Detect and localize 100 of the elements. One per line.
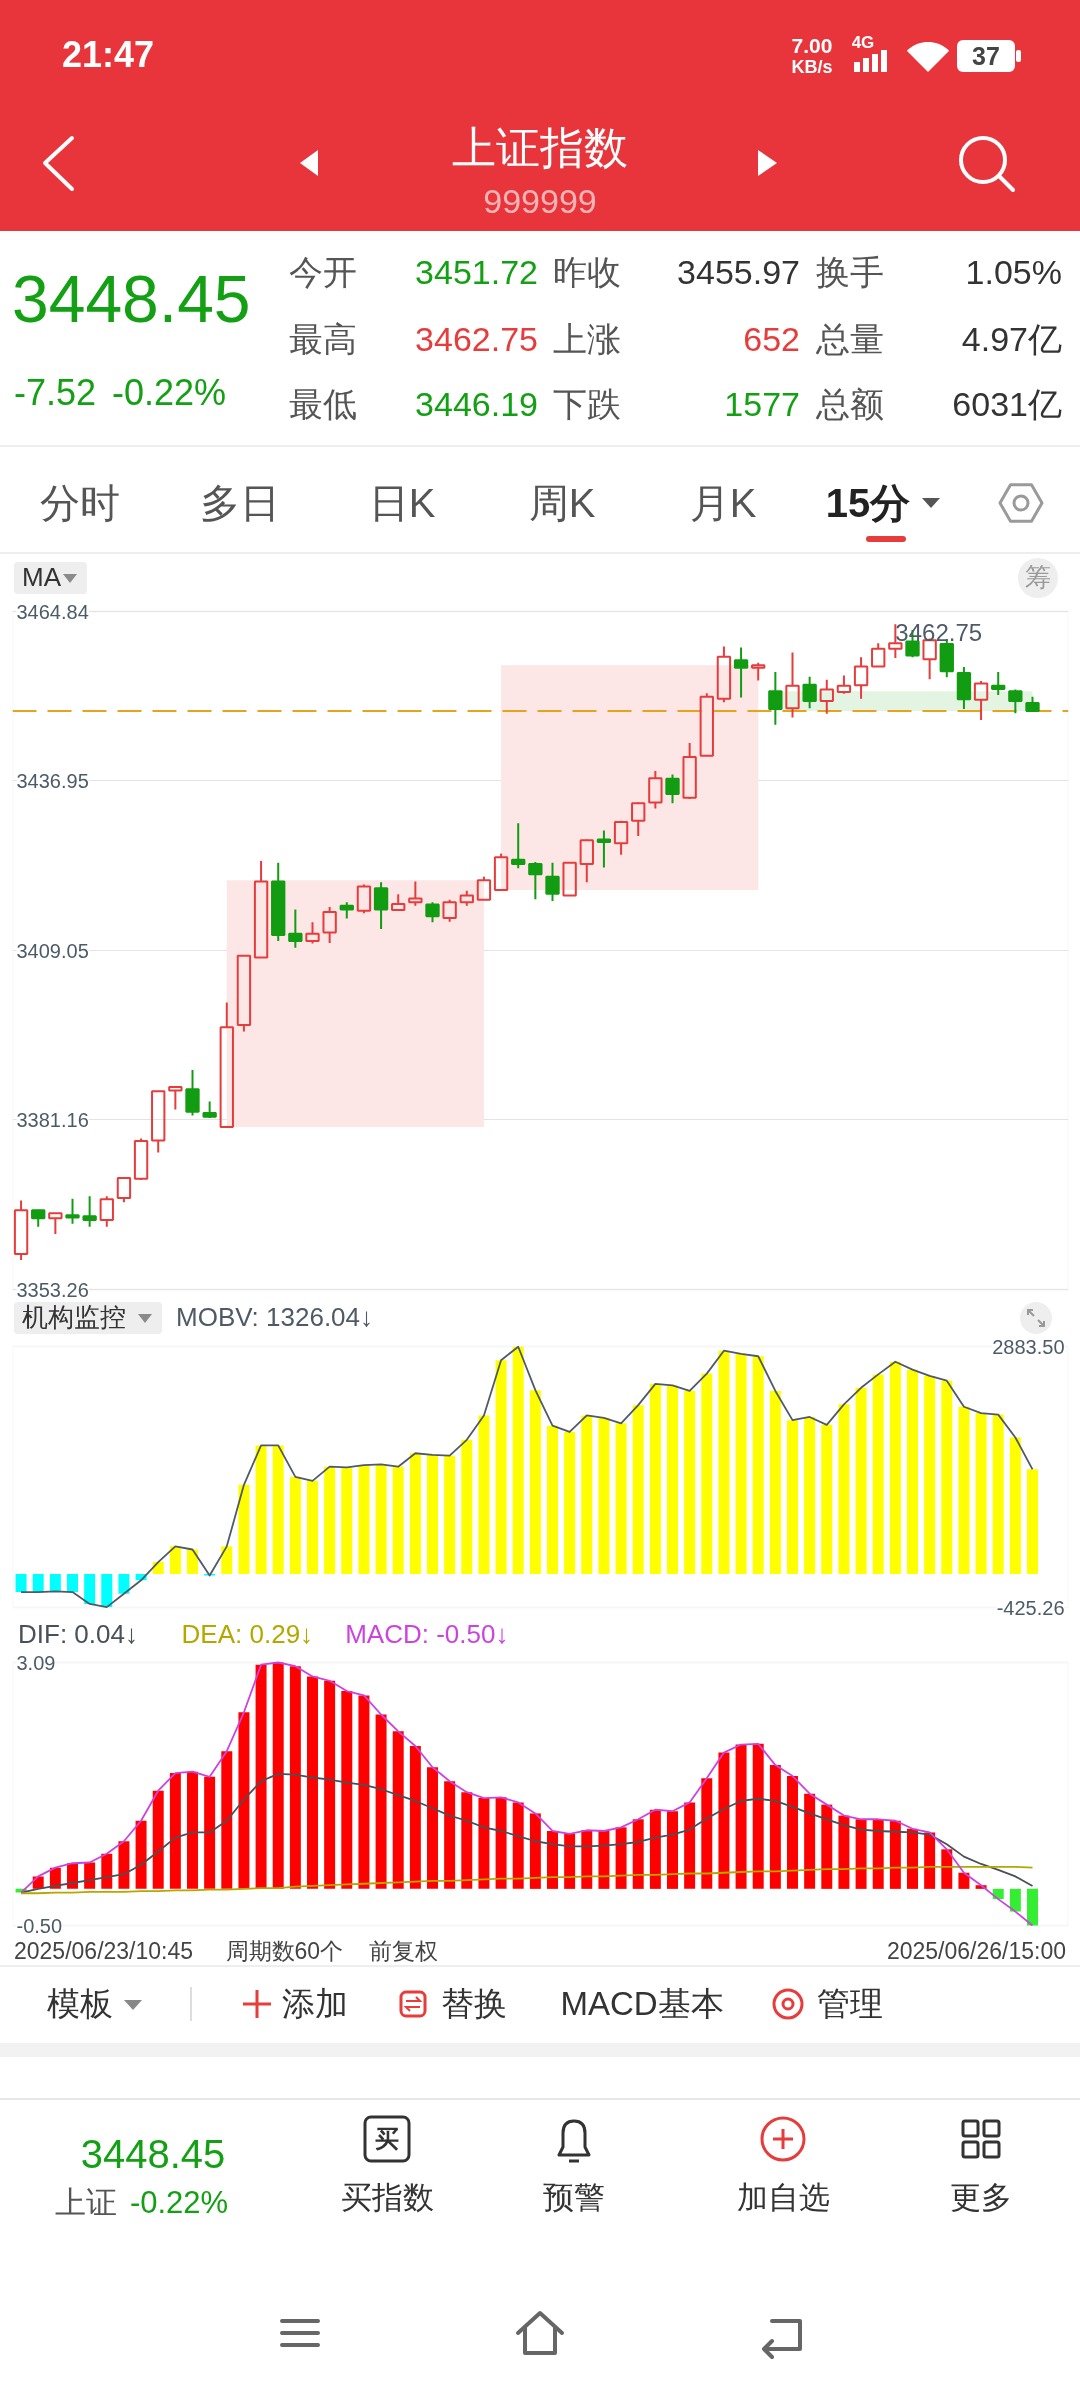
text: 买 [375,2125,399,2153]
text: 2025/06/26/15:00 [886,1937,1066,1965]
bar [529,1390,541,1574]
text: 37 [972,41,1000,71]
candlestick [973,680,989,721]
text: 652 [743,320,800,360]
y-tick-label: -0.50 [16,1914,63,1937]
candlestick [219,1001,234,1129]
bar [855,1819,867,1889]
text: 日K [368,480,436,526]
text: 2025/06/23/10:45 [14,1937,194,1965]
candlestick [528,861,543,901]
bar [649,1383,661,1574]
bar [821,1424,833,1574]
bar [152,1562,164,1574]
bar [495,1360,507,1574]
bar [409,1746,421,1889]
bar [804,1793,816,1889]
text: 7.00 [791,33,833,59]
text: 多日 [200,480,280,526]
bar [118,1573,130,1594]
text: 筹 [1025,562,1051,593]
bar [32,1573,44,1593]
bar [307,1480,318,1574]
text: 3462.75 [415,320,538,360]
bar [718,1350,730,1574]
bar [924,1832,936,1889]
bar [495,1797,507,1889]
bar [907,1369,918,1574]
bar [15,1573,27,1593]
candlestick [82,1195,97,1228]
text: 分时 [40,480,120,526]
bar [238,1484,250,1574]
bar [701,1778,713,1889]
line-series [20,1865,1034,1895]
bar [735,1744,747,1889]
bar [701,1373,713,1574]
bar [341,1691,353,1889]
bar [289,1666,301,1889]
text: 昨收 [553,253,621,293]
candlestick [151,1090,166,1154]
bar [272,1662,284,1889]
bar [169,1773,181,1889]
bar [992,1414,1004,1574]
bar [67,1573,78,1593]
chart-title: 机构监控 [22,1302,126,1333]
text: 换手 [816,253,884,293]
text: 上涨 [553,320,621,360]
text: 今开 [289,253,357,293]
bar [358,1465,370,1574]
bar [872,1374,884,1574]
text: 3455.97 [677,253,800,293]
bar [821,1804,833,1889]
bar [427,1454,438,1574]
bar [84,1573,96,1604]
candlestick [391,893,406,912]
text: 上证指数 [452,122,628,174]
bar [358,1695,370,1889]
text: 999999 [483,182,597,222]
bar [564,1431,576,1574]
bar [752,1356,764,1574]
bar [187,1771,198,1889]
text: DEA: 0.29↓ [181,1619,314,1650]
candlestick [253,859,269,959]
bar [581,1415,593,1574]
text: 模板 [47,1985,113,2023]
candlestick [288,908,303,949]
y-tick-label: 3436.95 [16,769,89,792]
bar [787,1420,798,1574]
bar [392,1466,404,1574]
bar [615,1827,627,1889]
bar [769,1765,781,1889]
text: 15分 [825,480,911,526]
bar [461,1792,473,1889]
bar [769,1390,781,1574]
text: -0.22% [129,2185,229,2221]
text: 买指数 [340,2180,434,2216]
text: DIF: 0.04↓ [18,1619,138,1650]
text: 月K [689,480,757,526]
text: 4G [851,33,875,53]
candlestick [579,839,594,884]
bar [804,1416,816,1574]
bar [667,1385,678,1574]
bar [907,1828,918,1889]
y-tick-label: 3.09 [16,1651,56,1674]
bar [872,1819,884,1889]
text: 上证 [55,2185,117,2221]
bar [889,1361,901,1574]
candlestick [991,670,1006,696]
bar [735,1353,747,1574]
bar [255,1445,267,1574]
bar [941,1849,953,1889]
bar [941,1380,953,1574]
bar [615,1423,627,1574]
candlestick [768,670,783,726]
text: 6031亿 [952,385,1062,425]
text: 总额 [816,385,884,425]
bar [684,1802,696,1889]
bar [975,1413,987,1574]
text: 前复权 [369,1937,439,1965]
